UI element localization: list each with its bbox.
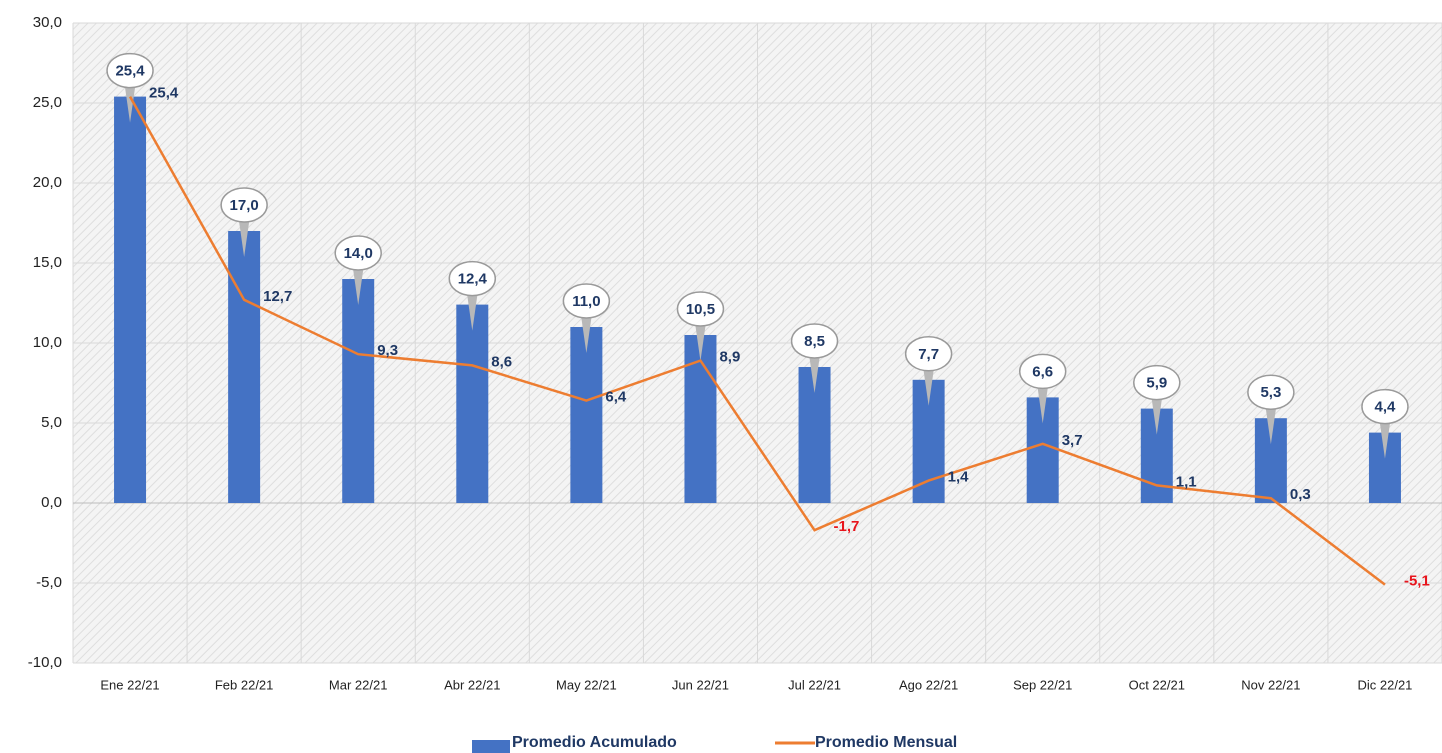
callout-spike [466, 288, 479, 331]
line-value-label: -5,1 [1404, 573, 1430, 590]
callout-spike [808, 351, 821, 393]
x-tick-label: Dic 22/21 [1357, 677, 1412, 692]
x-tick-label: Ene 22/21 [100, 677, 159, 692]
bar-value-label: 7,7 [918, 346, 939, 363]
line-value-label: 6,4 [605, 389, 627, 406]
callout [1018, 353, 1067, 390]
x-tick-label: Mar 22/21 [329, 677, 388, 692]
legend-label: Promedio Acumulado [512, 734, 677, 751]
callout [676, 291, 725, 327]
bar-value-label: 12,4 [458, 271, 488, 288]
bar [342, 279, 375, 503]
bar-value-label: 5,9 [1146, 375, 1167, 392]
line-value-label: 25,4 [149, 85, 179, 102]
y-tick-label: 5,0 [41, 414, 62, 431]
bar [684, 335, 717, 503]
callout-spike [1036, 381, 1049, 424]
x-tick-label: May 22/21 [556, 677, 617, 692]
x-tick-label: Oct 22/21 [1129, 677, 1185, 692]
callout [1361, 388, 1409, 425]
x-tick-label: Jul 22/21 [788, 677, 841, 692]
y-tick-label: 20,0 [33, 174, 62, 191]
bar [114, 96, 147, 503]
callout-spike [580, 311, 593, 353]
bar-value-label: 4,4 [1375, 399, 1397, 416]
bar-value-label: 11,0 [572, 293, 600, 310]
bar-value-label: 5,3 [1260, 384, 1281, 401]
callout-spike [694, 319, 707, 361]
bar-value-label: 14,0 [344, 245, 373, 262]
callout [790, 323, 839, 359]
x-tick-label: Feb 22/21 [215, 677, 274, 692]
callout-spike [352, 263, 365, 305]
bar-value-label: 17,0 [230, 197, 259, 214]
y-tick-label: 25,0 [33, 94, 62, 111]
y-tick-label: 30,0 [33, 14, 62, 31]
bar-value-label: 6,6 [1032, 363, 1053, 380]
line-value-label: 12,7 [263, 288, 292, 305]
bar-value-label: 25,4 [115, 63, 145, 80]
callout-spike [922, 363, 935, 406]
y-tick-label: 10,0 [33, 334, 62, 351]
line-value-label: 1,1 [1176, 473, 1197, 490]
bar-value-label: 8,5 [804, 333, 825, 350]
x-tick-label: Sep 22/21 [1013, 677, 1072, 692]
line-value-label: 1,4 [948, 469, 970, 486]
y-tick-label: -10,0 [28, 654, 62, 671]
line-value-label: 8,9 [719, 349, 740, 366]
line-value-label: -1,7 [834, 518, 860, 535]
callout [562, 283, 611, 319]
callout-spike [124, 80, 137, 123]
callout [106, 52, 154, 89]
x-tick-label: Abr 22/21 [444, 677, 500, 692]
callout-spike [1150, 392, 1163, 435]
x-tick-label: Ago 22/21 [899, 677, 958, 692]
bar-value-label: 10,5 [686, 301, 715, 318]
x-tick-label: Jun 22/21 [672, 677, 729, 692]
callout [1247, 374, 1295, 410]
bar [228, 231, 261, 503]
line-value-label: 8,6 [491, 353, 512, 370]
callout [334, 235, 382, 271]
bar [456, 304, 489, 503]
callout-spike [1378, 416, 1391, 459]
legend-swatch [472, 740, 510, 753]
line-value-label: 0,3 [1290, 486, 1311, 503]
line-value-label: 9,3 [377, 342, 398, 359]
legend-label: Promedio Mensual [815, 734, 957, 751]
line [128, 95, 1386, 586]
callout [904, 336, 953, 372]
x-tick-label: Nov 22/21 [1241, 677, 1300, 692]
line-value-label: 3,7 [1062, 432, 1083, 449]
callout-spike [238, 215, 251, 257]
callout [1133, 364, 1181, 401]
bar [570, 327, 603, 503]
y-tick-label: 0,0 [41, 494, 62, 511]
y-tick-label: 15,0 [33, 254, 62, 271]
callout [448, 260, 497, 297]
callout-spike [1264, 402, 1277, 445]
y-tick-label: -5,0 [36, 574, 62, 591]
callout [220, 187, 268, 223]
